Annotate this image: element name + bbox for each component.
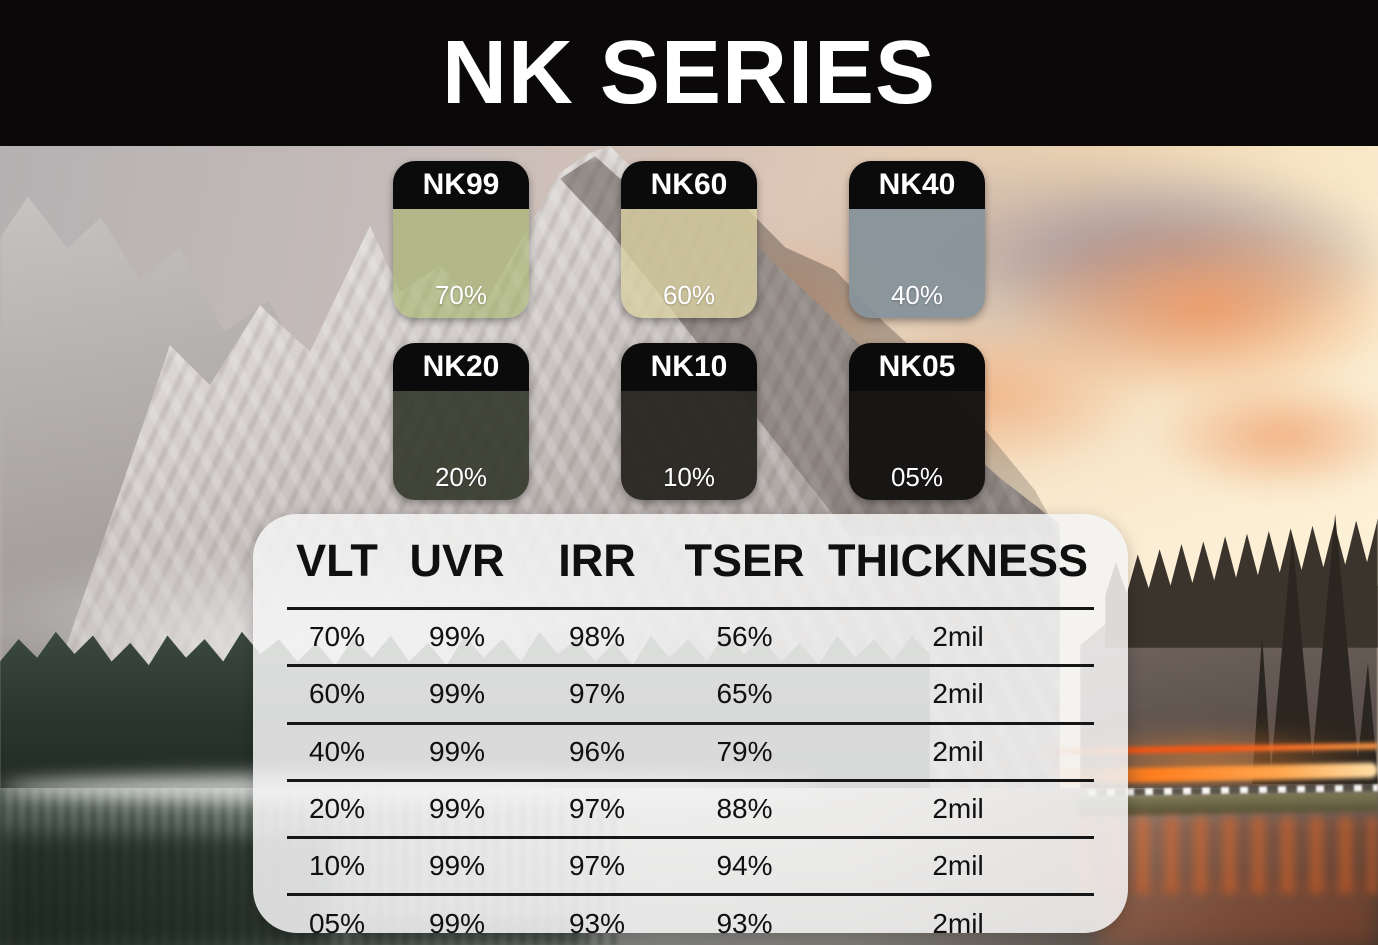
- swatch-nk40-tint: 40%: [849, 209, 985, 318]
- spec-cell: 2mil: [932, 907, 984, 939]
- spec-row-05: 05% 99% 93% 93% 2mil: [287, 893, 1094, 945]
- col-header-vlt: VLT: [296, 534, 378, 586]
- series-title: NK SERIES: [441, 23, 937, 123]
- spec-row-10: 10% 99% 97% 94% 2mil: [287, 836, 1094, 893]
- swatch-nk99: NK99 70%: [393, 161, 529, 318]
- swatch-nk99-label: NK99: [393, 161, 529, 209]
- swatch-nk40-label: NK40: [849, 161, 985, 209]
- col-header-irr: IRR: [558, 534, 636, 586]
- swatch-grid: NK99 70% NK60 60% NK40 40% NK20 20% NK10: [393, 161, 985, 500]
- spec-cell: 2mil: [932, 621, 984, 653]
- spec-table-header: VLT UVR IRR TSER THICKNESS: [287, 514, 1094, 607]
- spec-cell: 88%: [716, 793, 773, 825]
- light-trail-reflection: [1098, 888, 1378, 945]
- col-header-thickness: THICKNESS: [827, 534, 1089, 586]
- swatch-nk99-vlt: 70%: [434, 280, 488, 310]
- spec-cell: 99%: [428, 735, 486, 767]
- swatch-nk05-tint: 05%: [849, 391, 985, 500]
- spec-cell: 99%: [428, 850, 486, 882]
- spec-cell: 98%: [568, 621, 626, 653]
- spec-row-60: 60% 99% 97% 65% 2mil: [287, 664, 1094, 721]
- swatch-nk60-label: NK60: [621, 161, 757, 209]
- spec-cell: 94%: [716, 850, 773, 882]
- swatch-nk20-tint: 20%: [393, 391, 529, 500]
- spec-table: VLT UVR IRR TSER THICKNESS 70% 99% 98% 5…: [253, 514, 1128, 939]
- swatch-nk60: NK60 60%: [621, 161, 757, 318]
- swatch-nk99-tint: 70%: [393, 209, 529, 318]
- swatch-nk05-label: NK05: [849, 343, 985, 391]
- spec-cell: 56%: [716, 621, 773, 653]
- orange-cloud: [1140, 371, 1378, 501]
- swatch-nk60-tint: 60%: [621, 209, 757, 318]
- swatch-nk60-vlt: 60%: [662, 280, 716, 310]
- light-trail-reflection: [1078, 816, 1378, 894]
- spec-cell: 10%: [308, 850, 366, 882]
- swatch-nk20: NK20 20%: [393, 343, 529, 500]
- swatch-nk10-vlt: 10%: [662, 462, 716, 492]
- spec-cell: 93%: [716, 907, 773, 939]
- spec-cell: 97%: [568, 850, 626, 882]
- spec-row-70: 70% 99% 98% 56% 2mil: [287, 607, 1094, 664]
- spec-row-40: 40% 99% 96% 79% 2mil: [287, 721, 1094, 779]
- swatch-nk20-label: NK20: [393, 343, 529, 391]
- spec-cell: 99%: [428, 793, 486, 825]
- swatch-nk10: NK10 10%: [621, 343, 757, 500]
- spec-cell: 60%: [308, 678, 366, 710]
- col-header-tser: TSER: [684, 534, 805, 586]
- swatch-nk05: NK05 05%: [849, 343, 985, 500]
- swatch-nk10-tint: 10%: [621, 391, 757, 500]
- spec-cell: 40%: [308, 735, 366, 767]
- spec-cell: 96%: [568, 735, 626, 767]
- spec-cell: 99%: [428, 621, 486, 653]
- col-header-uvr: UVR: [409, 534, 505, 586]
- spec-cell: 99%: [428, 907, 486, 939]
- spec-cell: 2mil: [932, 850, 984, 882]
- swatch-nk10-label: NK10: [621, 343, 757, 391]
- spec-cell: 97%: [568, 678, 626, 710]
- title-banner: NK SERIES: [0, 0, 1378, 146]
- spec-cell: 20%: [308, 793, 366, 825]
- spec-cell: 2mil: [932, 735, 984, 767]
- spec-cell: 65%: [716, 678, 773, 710]
- spec-cell: 97%: [568, 793, 626, 825]
- swatch-nk20-vlt: 20%: [434, 462, 488, 492]
- spec-cell: 70%: [308, 621, 366, 653]
- spec-cell: 2mil: [932, 678, 984, 710]
- swatch-nk40: NK40 40%: [849, 161, 985, 318]
- spec-cell: 79%: [716, 735, 773, 767]
- spec-row-20: 20% 99% 97% 88% 2mil: [287, 778, 1094, 836]
- spec-cell: 99%: [428, 678, 486, 710]
- spec-cell: 05%: [308, 907, 366, 939]
- spec-cell: 2mil: [932, 793, 984, 825]
- swatch-nk05-vlt: 05%: [890, 462, 944, 492]
- spec-cell: 93%: [568, 907, 626, 939]
- swatch-nk40-vlt: 40%: [890, 280, 944, 310]
